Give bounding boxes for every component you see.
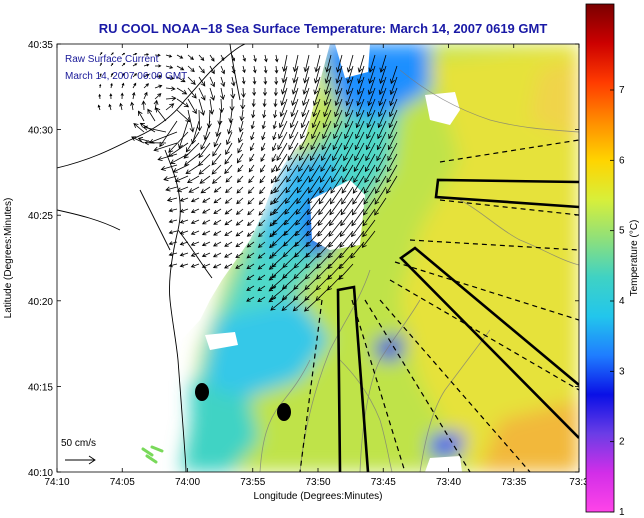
- cloud-mask: [57, 44, 462, 472]
- y-tick-label: 40:15: [28, 382, 53, 393]
- colorbar-label: Temperature (°C): [629, 220, 640, 297]
- x-axis-label: Longitude (Degrees:Minutes): [254, 491, 383, 502]
- x-tick-label: 73:3: [569, 477, 589, 488]
- colorbar-tick-label: 5: [619, 226, 625, 237]
- survey-lines: [299, 139, 579, 472]
- station-marker: [277, 403, 291, 421]
- y-tick-label: 40:25: [28, 211, 53, 222]
- scale-label: 50 cm/s: [61, 438, 96, 449]
- x-tick-label: 74:05: [110, 477, 135, 488]
- map-panel: 50 cm/s Raw Surface Current March 14, 20…: [57, 44, 579, 472]
- sst-field: [180, 44, 579, 472]
- x-tick-label: 73:50: [305, 477, 330, 488]
- x-tick-label: 73:40: [436, 477, 461, 488]
- colorbar-tick-label: 1: [619, 507, 625, 518]
- colorbar-tick-label: 2: [619, 437, 625, 448]
- colorbar: [585, 3, 615, 513]
- y-axis-label: Latitude (Degrees:Minutes): [3, 198, 14, 319]
- y-axis-ticks: 40:35 40:30 40:25 40:20 40:15 40:10: [28, 40, 579, 479]
- colorbar-tick-label: 4: [619, 296, 625, 307]
- x-tick-label: 73:35: [501, 477, 526, 488]
- bathymetry-contours: [259, 69, 579, 472]
- colorbar-tick-label: 6: [619, 155, 625, 166]
- overlay-line-1: Raw Surface Current: [65, 54, 159, 65]
- x-tick-label: 73:45: [371, 477, 396, 488]
- x-tick-label: 74:10: [44, 477, 69, 488]
- colorbar-tick-label: 7: [619, 85, 625, 96]
- y-tick-label: 40:10: [28, 468, 53, 479]
- scale-arrow: [65, 455, 96, 465]
- colorbar-ticks: 7 6 5 4 3 2 1: [610, 85, 625, 518]
- y-tick-label: 40:30: [28, 126, 53, 137]
- surface-current-vectors: [97, 51, 398, 312]
- y-tick-label: 40:20: [28, 297, 53, 308]
- green-marks: [141, 445, 164, 464]
- x-tick-label: 73:55: [240, 477, 265, 488]
- colorbar-tick-label: 3: [619, 366, 625, 377]
- figure-title: RU COOL NOAA−18 Sea Surface Temperature:…: [99, 21, 548, 36]
- overlay-line-2: March 14, 2007 06:00 GMT: [65, 71, 187, 82]
- x-axis-ticks: 74:10 74:05 74:00 73:55 73:50 73:45 73:40 73:35…: [44, 44, 589, 488]
- station-marker: [195, 383, 209, 401]
- x-tick-label: 74:00: [175, 477, 200, 488]
- y-tick-label: 40:35: [28, 40, 53, 51]
